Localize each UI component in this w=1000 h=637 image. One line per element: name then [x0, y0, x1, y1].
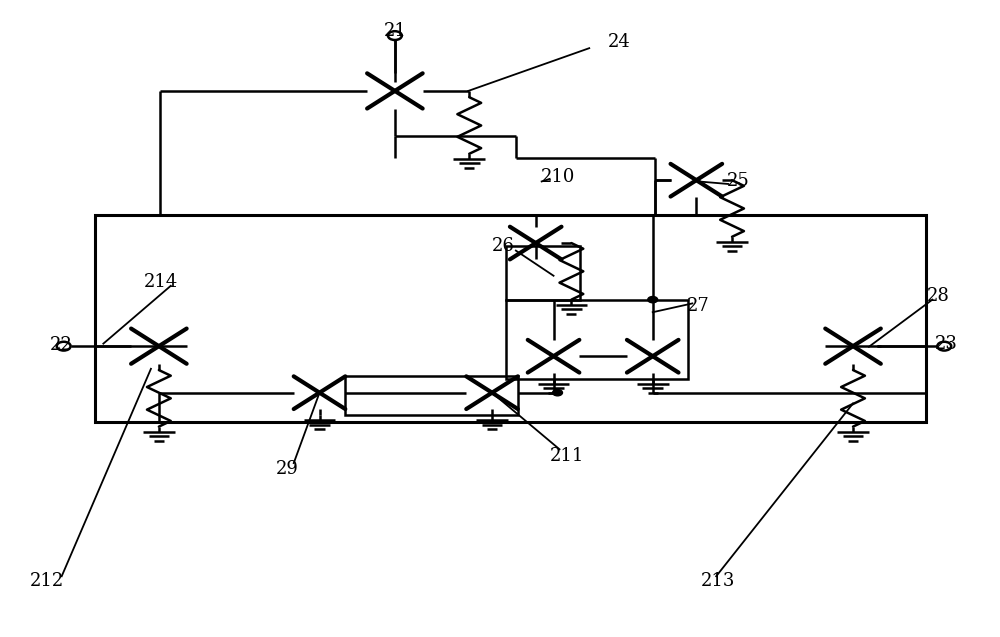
Text: 25: 25 [727, 173, 749, 190]
Text: 23: 23 [935, 334, 958, 353]
Text: 24: 24 [608, 33, 630, 51]
Bar [506, 247, 580, 299]
Text: 21: 21 [383, 22, 406, 39]
Bar [95, 215, 926, 422]
Text: 210: 210 [540, 168, 575, 186]
Text: 212: 212 [30, 572, 64, 590]
Text: 214: 214 [144, 273, 178, 291]
Text: 26: 26 [492, 237, 514, 255]
Text: 29: 29 [275, 461, 298, 478]
Text: 28: 28 [927, 287, 950, 306]
Circle shape [648, 296, 658, 303]
Circle shape [553, 390, 562, 396]
Bar [506, 299, 688, 379]
Text: 211: 211 [550, 447, 585, 464]
Text: 27: 27 [687, 297, 710, 315]
Text: 22: 22 [50, 336, 73, 354]
Bar [345, 376, 518, 415]
Text: 213: 213 [701, 572, 735, 590]
